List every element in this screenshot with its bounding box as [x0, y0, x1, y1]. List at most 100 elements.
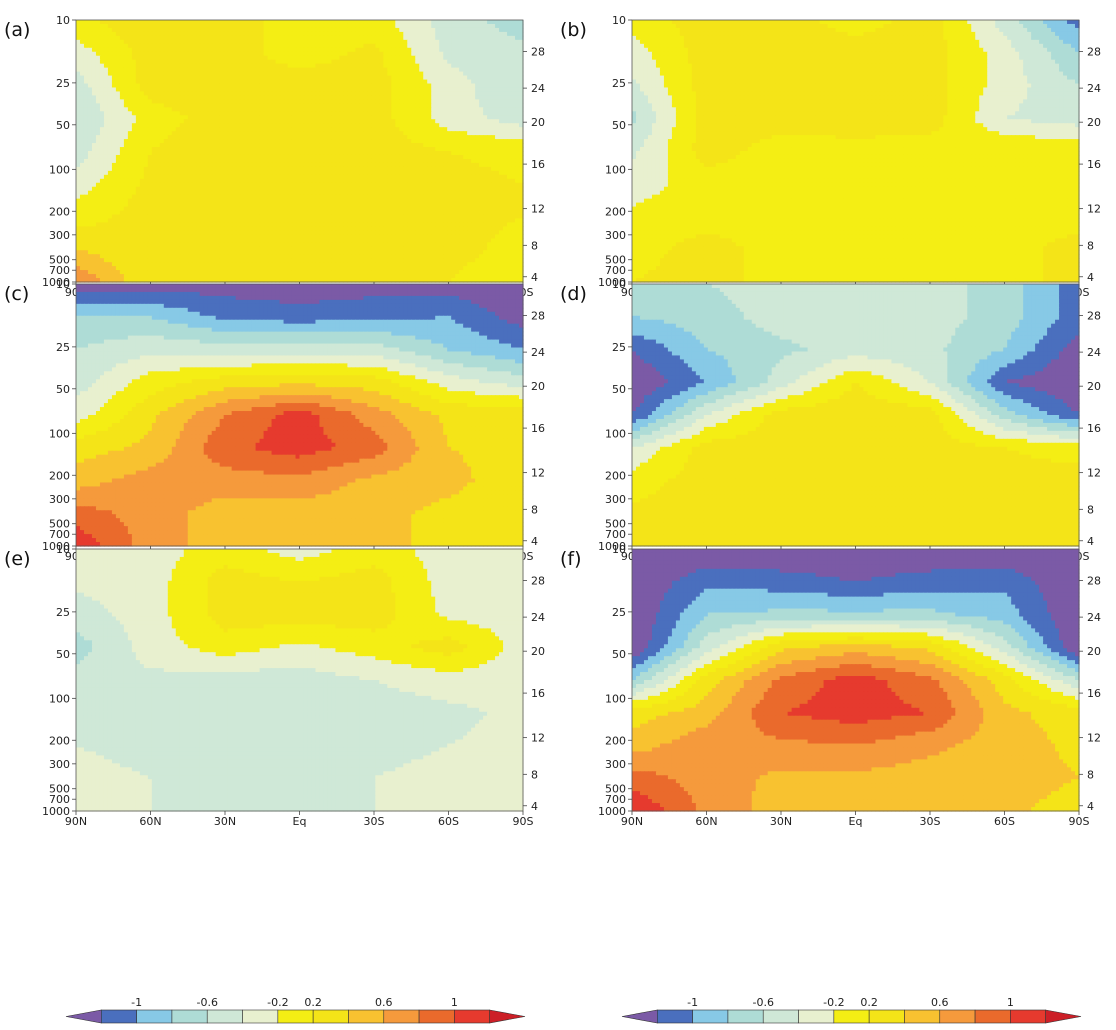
contour-cell	[172, 80, 177, 85]
contour-cell	[375, 143, 380, 148]
contour-cell	[503, 32, 508, 37]
contour-cell	[128, 91, 133, 96]
contour-cell	[383, 115, 388, 120]
contour-cell	[311, 99, 316, 104]
contour-cell	[507, 24, 512, 29]
contour-cell	[148, 60, 153, 65]
contour-cell	[216, 119, 221, 124]
contour-cell	[124, 123, 129, 128]
contour-cell	[423, 28, 428, 33]
contour-cell	[260, 48, 265, 53]
contour-cell	[148, 123, 153, 128]
contour-cell	[423, 91, 428, 96]
contour-cell	[164, 36, 169, 41]
contour-cell	[407, 135, 412, 140]
contour-cell	[128, 60, 133, 65]
contour-cell	[144, 123, 149, 128]
contour-cell	[367, 107, 372, 112]
contour-cell	[260, 131, 265, 136]
contour-cell	[451, 80, 456, 85]
contour-cell	[387, 20, 392, 25]
contour-cell	[327, 127, 332, 132]
contour-cell	[435, 111, 440, 116]
contour-cell	[164, 123, 169, 128]
contour-cell	[327, 119, 332, 124]
contour-cell	[168, 24, 173, 29]
contour-cell	[379, 40, 384, 45]
contour-cell	[363, 56, 368, 61]
contour-cell	[180, 135, 185, 140]
contour-cell	[307, 143, 312, 148]
contour-cell	[475, 52, 480, 57]
contour-cell	[363, 20, 368, 25]
contour-cell	[399, 131, 404, 136]
contour-cell	[100, 24, 105, 29]
contour-cell	[280, 131, 285, 136]
contour-cell	[140, 60, 145, 65]
contour-cell	[192, 115, 197, 120]
contour-cell	[124, 99, 129, 104]
contour-cell	[315, 48, 320, 53]
contour-cell	[475, 143, 480, 148]
contour-cell	[391, 24, 396, 29]
contour-cell	[116, 24, 121, 29]
contour-cell	[280, 32, 285, 37]
contour-cell	[284, 76, 289, 81]
contour-cell	[387, 60, 392, 65]
contour-cell	[216, 147, 221, 152]
contour-cell	[411, 24, 416, 29]
contour-cell	[447, 48, 452, 53]
contour-cell	[124, 143, 129, 148]
contour-cell	[375, 139, 380, 144]
contour-cell	[184, 95, 189, 100]
contour-cell	[431, 48, 436, 53]
contour-cell	[204, 48, 209, 53]
contour-cell	[216, 111, 221, 116]
contour-cell	[339, 60, 344, 65]
contour-cell	[479, 52, 484, 57]
contour-cell	[104, 72, 109, 77]
contour-cell	[395, 119, 400, 124]
contour-cell	[188, 56, 193, 61]
contour-cell	[224, 135, 229, 140]
contour-cell	[307, 95, 312, 100]
contour-cell	[475, 24, 480, 29]
contour-cell	[296, 91, 301, 96]
contour-cell	[335, 80, 340, 85]
contour-cell	[264, 111, 269, 116]
contour-cell	[343, 48, 348, 53]
contour-cell	[395, 60, 400, 65]
contour-cell	[303, 36, 308, 41]
contour-cell	[128, 135, 133, 140]
contour-cell	[423, 111, 428, 116]
contour-cell	[323, 99, 328, 104]
contour-cell	[387, 131, 392, 136]
contour-cell	[311, 56, 316, 61]
contour-cell	[128, 115, 133, 120]
contour-cell	[415, 56, 420, 61]
contour-cell	[415, 139, 420, 144]
contour-cell	[315, 99, 320, 104]
contour-cell	[403, 64, 408, 69]
contour-cell	[399, 143, 404, 148]
contour-cell	[495, 48, 500, 53]
contour-cell	[303, 127, 308, 132]
contour-cell	[200, 111, 205, 116]
contour-cell	[351, 143, 356, 148]
contour-cell	[467, 135, 472, 140]
contour-cell	[487, 107, 492, 112]
contour-cell	[192, 99, 197, 104]
contour-cell	[168, 135, 173, 140]
contour-cell	[188, 36, 193, 41]
contour-cell	[499, 52, 504, 57]
contour-cell	[264, 135, 269, 140]
contour-cell	[407, 48, 412, 53]
contour-cell	[407, 64, 412, 69]
contour-cell	[188, 40, 193, 45]
contour-cell	[228, 87, 233, 92]
contour-cell	[160, 143, 165, 148]
contour-cell	[132, 127, 137, 132]
contour-cell	[224, 64, 229, 69]
contour-cell	[327, 68, 332, 73]
contour-cell	[315, 147, 320, 152]
